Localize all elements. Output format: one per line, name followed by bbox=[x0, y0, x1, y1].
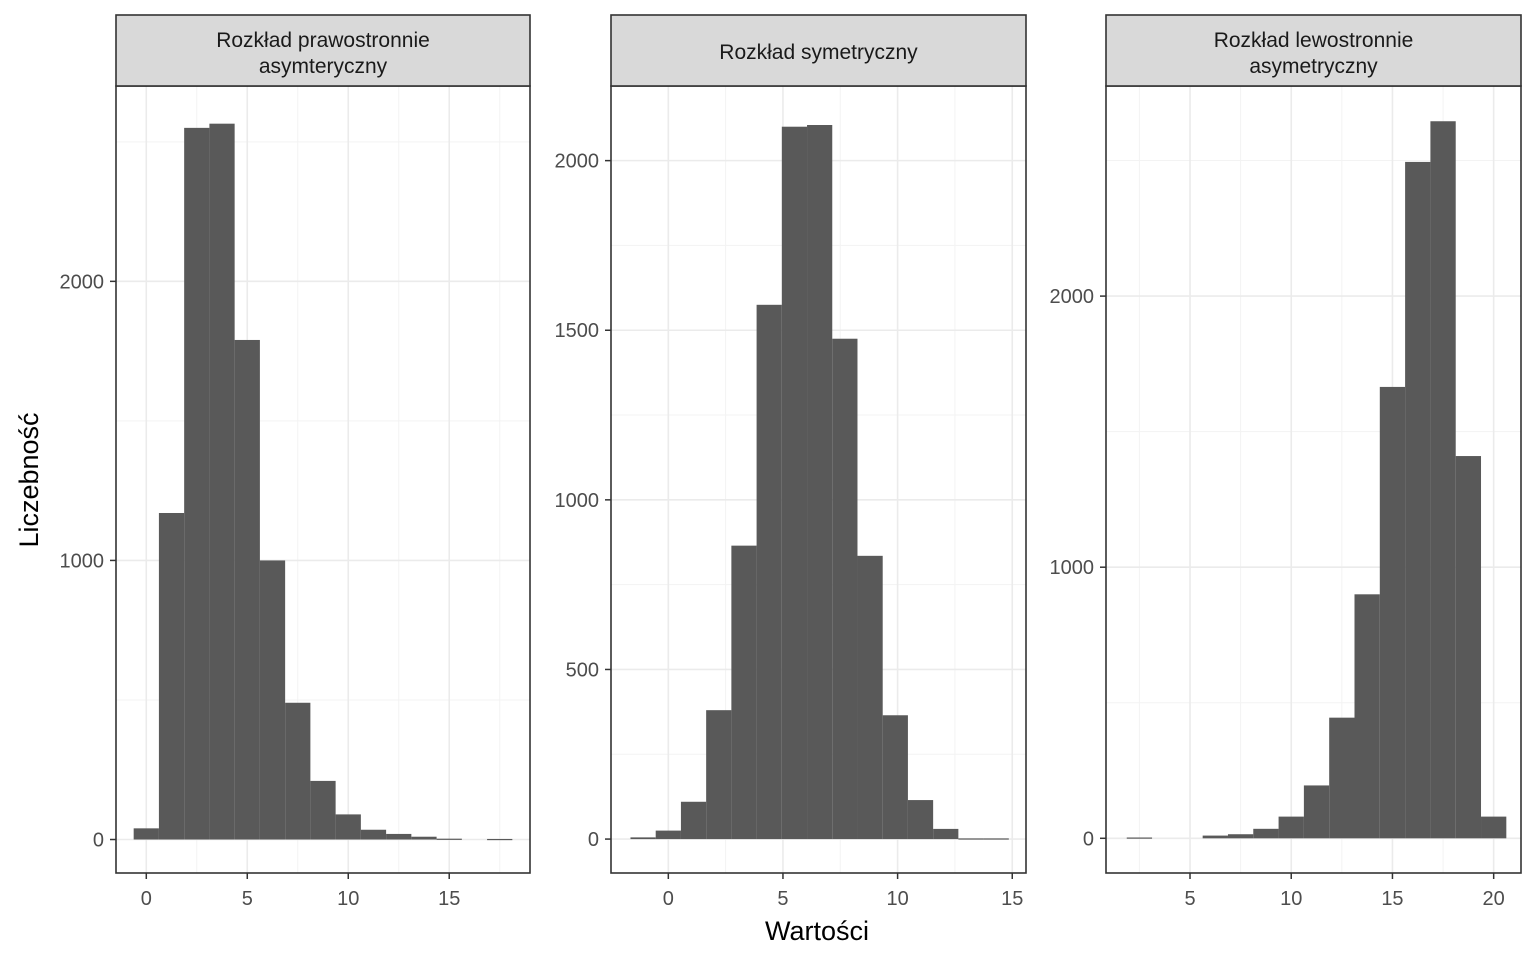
histogram-bar bbox=[756, 304, 782, 840]
y-tick-label: 1000 bbox=[1050, 557, 1095, 579]
histogram-bar bbox=[234, 339, 260, 840]
histogram-bar bbox=[184, 127, 210, 840]
y-axis-title: Liczebność bbox=[14, 412, 44, 547]
histogram-bar bbox=[1278, 816, 1304, 839]
facet-strip-title-line: asymteryczny bbox=[259, 55, 388, 78]
histogram-bar bbox=[259, 560, 286, 840]
x-tick-label: 5 bbox=[1184, 888, 1195, 910]
histogram-bar bbox=[907, 800, 934, 840]
x-tick-label: 5 bbox=[777, 888, 788, 910]
y-tick-label: 0 bbox=[1083, 828, 1094, 850]
histogram-bar bbox=[832, 338, 858, 840]
histogram-bar bbox=[882, 715, 908, 840]
facet-strip-title-line: Rozkład lewostronnie bbox=[1214, 29, 1414, 52]
histogram-bar bbox=[1481, 816, 1507, 839]
facet-strip-title-line: Rozkład symetryczny bbox=[719, 41, 918, 64]
facet-strip-title-line: asymetryczny bbox=[1249, 55, 1378, 78]
histogram-bar bbox=[1303, 785, 1330, 839]
histogram-bar bbox=[1227, 834, 1254, 839]
histogram-bar bbox=[680, 801, 707, 840]
histogram-bar bbox=[1329, 717, 1355, 839]
histogram-bar bbox=[209, 123, 235, 840]
x-tick-label: 15 bbox=[1381, 888, 1403, 910]
histogram-bar bbox=[807, 125, 833, 840]
histogram-bar bbox=[933, 828, 959, 840]
histogram-bar bbox=[1126, 837, 1153, 839]
x-tick-label: 0 bbox=[663, 888, 674, 910]
facet-panel: Rozkład symetryczny 0 5 10 15 0 500 1000 1500 200… bbox=[555, 14, 1027, 910]
histogram-bar bbox=[133, 828, 159, 840]
histogram-bar bbox=[436, 838, 462, 840]
facet-strip bbox=[610, 14, 1027, 87]
histogram-bar bbox=[1253, 828, 1279, 839]
histogram-bar bbox=[706, 710, 732, 840]
histogram-bar bbox=[983, 838, 1009, 840]
y-tick-label: 1500 bbox=[555, 320, 600, 342]
histogram-bar bbox=[655, 830, 681, 840]
x-tick-label: 10 bbox=[886, 888, 908, 910]
histogram-bar bbox=[1405, 161, 1431, 839]
histogram-bar bbox=[310, 780, 336, 840]
histogram-bar bbox=[386, 833, 412, 840]
histogram-bar bbox=[857, 555, 883, 840]
histogram-bar bbox=[781, 126, 808, 840]
histogram-bar bbox=[411, 836, 437, 840]
x-tick-label: 10 bbox=[1280, 888, 1302, 910]
y-tick-label: 1000 bbox=[60, 550, 105, 572]
histogram-bar bbox=[335, 814, 361, 840]
y-tick-label: 2000 bbox=[60, 271, 105, 293]
histogram-bar bbox=[158, 512, 185, 840]
x-tick-label: 20 bbox=[1483, 888, 1505, 910]
x-tick-label: 10 bbox=[337, 888, 359, 910]
x-tick-label: 15 bbox=[1001, 888, 1023, 910]
histogram-bar bbox=[1430, 121, 1456, 839]
facet-strip bbox=[115, 14, 531, 87]
histogram-bar bbox=[630, 837, 656, 840]
histogram-bar bbox=[1202, 835, 1228, 839]
x-tick-label: 15 bbox=[438, 888, 460, 910]
histogram-bar bbox=[958, 838, 984, 840]
y-tick-label: 2000 bbox=[555, 151, 600, 173]
facet-panel: Rozkład prawostronnie asymteryczny 0 5 10 15 0… bbox=[60, 14, 531, 910]
y-tick-label: 0 bbox=[588, 829, 599, 851]
histogram-bar bbox=[360, 829, 387, 840]
histogram-bar bbox=[1455, 456, 1482, 839]
facet-strip bbox=[1105, 14, 1522, 87]
y-tick-label: 2000 bbox=[1050, 286, 1095, 308]
y-tick-label: 500 bbox=[566, 659, 599, 681]
histogram-bar bbox=[1379, 386, 1406, 839]
facet-strip-title-line: Rozkład prawostronnie bbox=[216, 29, 430, 52]
x-tick-label: 0 bbox=[141, 888, 152, 910]
histogram-bar bbox=[487, 838, 513, 841]
x-axis-title: Wartości bbox=[765, 916, 869, 946]
histogram-bar bbox=[731, 545, 757, 840]
histogram-bar bbox=[1354, 594, 1380, 839]
histogram-bar bbox=[285, 702, 311, 840]
y-tick-label: 1000 bbox=[555, 490, 600, 512]
y-tick-label: 0 bbox=[93, 830, 104, 852]
x-tick-label: 5 bbox=[242, 888, 253, 910]
